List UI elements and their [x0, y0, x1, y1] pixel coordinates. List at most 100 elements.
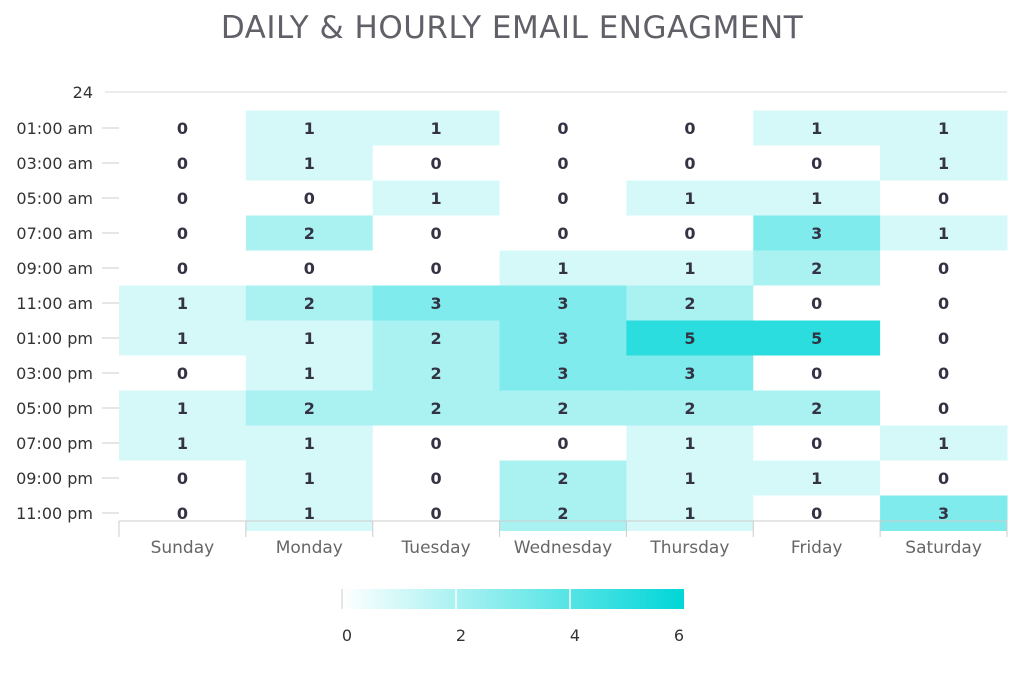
heatmap-cell [753, 425, 881, 461]
heatmap-cell [245, 180, 374, 216]
cell-value-label: 0 [431, 434, 442, 453]
heatmap-cell [753, 460, 881, 496]
cell-value-label: 0 [177, 224, 188, 243]
cell-value-label: 0 [557, 434, 568, 453]
x-tick-label: Saturday [905, 538, 982, 558]
cell-value-label: 0 [177, 189, 188, 208]
heatmap-cell [119, 215, 247, 251]
cell-value-label: 1 [431, 119, 442, 138]
heatmap-cell [499, 250, 627, 286]
heatmap-cell [880, 355, 1008, 391]
heatmap-cell [880, 215, 1008, 251]
y-tick-label: 01:00 pm [16, 329, 93, 348]
heatmap-cell [245, 320, 374, 356]
cell-value-label: 5 [684, 329, 695, 348]
cell-value-label: 1 [177, 294, 188, 313]
heatmap-cell [245, 425, 374, 461]
heatmap-cell [880, 250, 1008, 286]
heatmap-cell [245, 215, 374, 251]
cell-value-label: 0 [557, 119, 568, 138]
cell-value-label: 0 [938, 469, 949, 488]
cell-value-label: 2 [557, 469, 568, 488]
heatmap-cell [372, 250, 501, 286]
heatmap-cell [119, 285, 247, 321]
cell-value-label: 5 [811, 329, 822, 348]
color-legend: 0 2 4 6 [341, 589, 684, 645]
heatmap-cell [119, 355, 247, 391]
cell-value-label: 0 [431, 154, 442, 173]
cell-value-label: 1 [684, 259, 695, 278]
x-tick-label: Thursday [649, 538, 729, 558]
heatmap-cell [626, 460, 754, 496]
heatmap-cell [119, 390, 247, 426]
cell-value-label: 0 [557, 154, 568, 173]
heatmap-cell [245, 355, 374, 391]
cell-value-label: 3 [811, 224, 822, 243]
heatmap-cell [119, 110, 247, 146]
cell-value-label: 2 [304, 399, 315, 418]
cell-value-label: 0 [177, 504, 188, 523]
cell-value-label: 1 [684, 434, 695, 453]
heatmap-cell [753, 110, 881, 146]
heatmap-cell [372, 145, 501, 181]
heatmap-cell [372, 320, 501, 356]
heatmap-cell [372, 215, 501, 251]
heatmap-cell [753, 320, 881, 356]
heatmap-cell [119, 425, 247, 461]
cell-value-label: 0 [684, 119, 695, 138]
y-tick-label: 11:00 pm [16, 504, 93, 523]
cell-value-label: 1 [304, 469, 315, 488]
heatmap-cell [372, 460, 501, 496]
cell-value-label: 0 [557, 224, 568, 243]
cell-value-label: 3 [557, 294, 568, 313]
cell-value-label: 2 [431, 329, 442, 348]
heatmap-cell [880, 145, 1008, 181]
cell-value-label: 0 [811, 294, 822, 313]
heatmap-cell [119, 180, 247, 216]
cell-value-label: 0 [938, 329, 949, 348]
cell-value-label: 1 [811, 469, 822, 488]
cell-value-label: 2 [431, 399, 442, 418]
cell-value-label: 0 [177, 119, 188, 138]
heatmap-cell [499, 460, 627, 496]
cell-value-label: 2 [684, 294, 695, 313]
cell-value-label: 2 [684, 399, 695, 418]
legend-tick-label: 2 [456, 626, 466, 645]
cell-value-label: 1 [938, 154, 949, 173]
y-tick-label: 03:00 am [16, 154, 93, 173]
heatmap-cell [499, 320, 627, 356]
heatmap-cell [245, 390, 374, 426]
cell-value-label: 1 [304, 119, 315, 138]
cell-value-label: 0 [811, 364, 822, 383]
cell-value-label: 1 [304, 434, 315, 453]
cell-value-label: 0 [684, 224, 695, 243]
heatmap-cell [626, 180, 754, 216]
axes: 24 01:00 am 03:00 am 05:00 am 07:00 am 09:00 … [16, 83, 1008, 558]
legend-tick-label: 4 [570, 626, 580, 645]
legend-gradient-bar [342, 589, 684, 609]
heatmap-cell [880, 180, 1008, 216]
cell-value-label: 1 [177, 399, 188, 418]
cell-value-label: 0 [811, 154, 822, 173]
cell-value-label: 0 [938, 259, 949, 278]
cell-value-label: 1 [938, 224, 949, 243]
heatmap-cell [753, 180, 881, 216]
cell-value-label: 2 [557, 504, 568, 523]
y-tick-label: 05:00 pm [16, 399, 93, 418]
heatmap-cell [626, 250, 754, 286]
heatmap-cell [499, 425, 627, 461]
cell-value-label: 0 [177, 364, 188, 383]
heatmap-cell [499, 145, 627, 181]
heatmap-cell [499, 495, 627, 531]
cell-value-label: 0 [684, 154, 695, 173]
cell-value-label: 3 [684, 364, 695, 383]
heatmap-cell [245, 110, 374, 146]
heatmap-cell [372, 390, 501, 426]
cell-value-label: 2 [431, 364, 442, 383]
cell-value-label: 1 [177, 434, 188, 453]
cell-value-label: 1 [684, 469, 695, 488]
heatmap-cell [753, 145, 881, 181]
y-tick-label: 01:00 am [16, 119, 93, 138]
y-tick-label: 09:00 am [16, 259, 93, 278]
